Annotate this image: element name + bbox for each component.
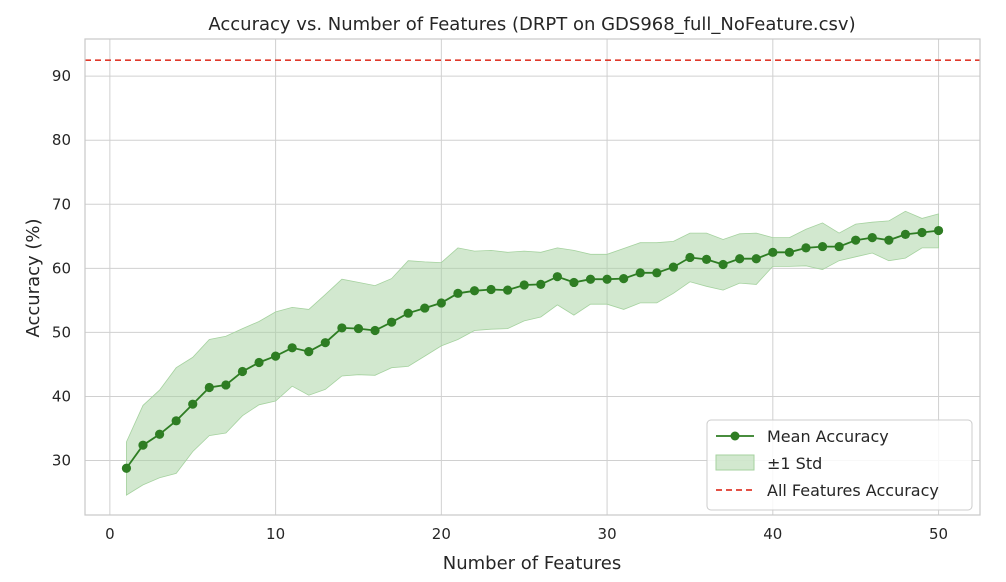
mean-accuracy-point (486, 284, 496, 295)
mean-accuracy-point (254, 357, 264, 368)
x-tick-label: 20 (432, 525, 451, 543)
std-band (126, 210, 939, 496)
mean-accuracy-point (751, 254, 761, 264)
y-tick-label: 90 (52, 67, 71, 85)
mean-accuracy-point (933, 225, 944, 236)
mean-points-layer (121, 225, 944, 473)
mean-accuracy-point (403, 308, 413, 318)
y-tick-label: 50 (52, 323, 71, 341)
mean-accuracy-point (469, 286, 480, 296)
mean-accuracy-point (204, 382, 214, 393)
mean-accuracy-point (900, 229, 911, 239)
mean-accuracy-point (735, 254, 745, 264)
y-tick-labels: 30 40 50 60 70 80 90 (52, 67, 71, 469)
mean-accuracy-point (602, 274, 612, 284)
legend-mean-label: Mean Accuracy (767, 427, 889, 446)
mean-accuracy-point (536, 279, 546, 289)
mean-accuracy-point (138, 440, 148, 450)
y-tick-label: 60 (52, 259, 71, 277)
mean-accuracy-point (271, 351, 281, 361)
mean-accuracy-point (768, 247, 778, 257)
x-axis-label: Number of Features (443, 553, 622, 574)
mean-accuracy-point (188, 399, 198, 409)
mean-accuracy-point (685, 252, 695, 263)
x-tick-labels: 0 10 20 30 40 50 (105, 525, 948, 543)
mean-accuracy-point (420, 303, 430, 313)
legend-mean-marker (730, 431, 740, 441)
y-tick-label: 70 (52, 195, 71, 213)
mean-accuracy-point (619, 274, 629, 284)
mean-accuracy-point (701, 254, 712, 264)
legend-std-label: ±1 Std (767, 454, 822, 473)
mean-accuracy-point (370, 325, 380, 336)
mean-accuracy-point (237, 366, 248, 377)
mean-accuracy-point (569, 277, 579, 288)
plot-frame (84, 38, 981, 516)
mean-accuracy-point (834, 241, 844, 252)
y-tick-label: 30 (52, 452, 71, 470)
mean-accuracy-point (171, 416, 181, 426)
legend-reference-label: All Features Accuracy (767, 481, 939, 500)
mean-accuracy-point (304, 347, 314, 357)
mean-accuracy-point (817, 241, 828, 252)
mean-accuracy-point (585, 274, 596, 284)
std-band-layer (126, 210, 939, 496)
x-tick-label: 0 (105, 525, 115, 543)
mean-accuracy-point (801, 243, 811, 253)
legend-std-swatch (715, 454, 755, 471)
y-tick-label: 80 (52, 131, 71, 149)
mean-accuracy-point (320, 338, 330, 348)
mean-accuracy-point (718, 259, 728, 270)
mean-accuracy-point (668, 262, 678, 272)
mean-accuracy-point (154, 429, 165, 439)
x-tick-label: 30 (598, 525, 617, 543)
legend-box (706, 419, 973, 511)
mean-accuracy-point (503, 285, 513, 295)
mean-accuracy-point (652, 268, 662, 278)
mean-accuracy-point (337, 323, 347, 333)
mean-accuracy-point (353, 323, 364, 334)
x-tick-label: 10 (266, 525, 285, 543)
mean-accuracy-point (917, 227, 927, 238)
x-tick-label: 40 (763, 525, 782, 543)
mean-accuracy-point (387, 317, 397, 327)
mean-accuracy-point (635, 268, 645, 278)
mean-accuracy-point (851, 235, 861, 245)
mean-accuracy-point (552, 272, 562, 282)
y-tick-label: 40 (52, 387, 71, 405)
mean-accuracy-point (519, 280, 529, 290)
mean-accuracy-point (784, 247, 794, 257)
legend: Mean Accuracy ±1 Std All Features Accura… (706, 419, 973, 511)
y-axis-label: Accuracy (%) (23, 218, 44, 337)
mean-accuracy-point (221, 380, 231, 390)
mean-accuracy-point (436, 298, 446, 308)
mean-accuracy-point (287, 343, 297, 353)
mean-accuracy-point (453, 288, 463, 298)
mean-accuracy-point (121, 463, 132, 473)
x-tick-label: 50 (929, 525, 948, 543)
mean-accuracy-point (884, 235, 894, 245)
mean-accuracy-point (867, 233, 877, 243)
chart-title: Accuracy vs. Number of Features (DRPT on… (208, 14, 855, 35)
